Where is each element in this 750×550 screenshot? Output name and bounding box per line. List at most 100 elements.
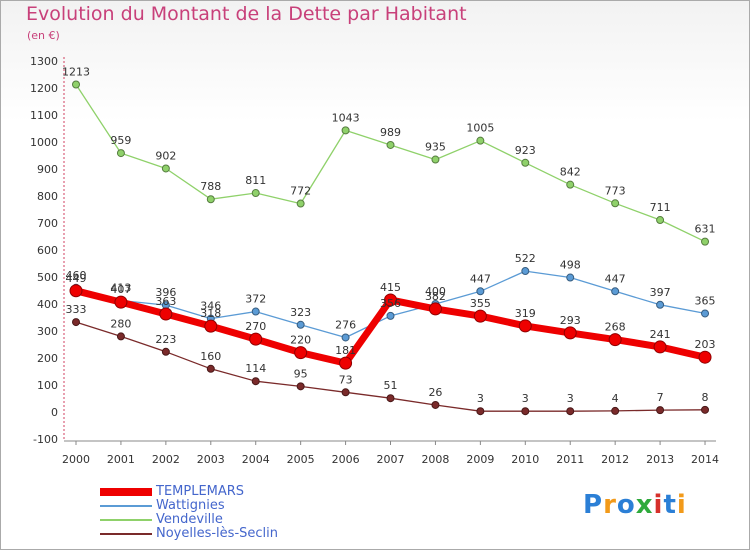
data-point-templemars bbox=[249, 332, 263, 346]
legend-swatch bbox=[100, 505, 152, 507]
data-point-templemars bbox=[653, 340, 667, 354]
series-templemars bbox=[69, 284, 712, 370]
x-tick-label: 2004 bbox=[242, 453, 270, 466]
data-point-vendeville bbox=[116, 149, 125, 158]
data-label-noyelles-l-s-seclin: 114 bbox=[245, 362, 266, 375]
data-label-wattignies: 498 bbox=[560, 259, 581, 272]
data-point-templemars bbox=[518, 319, 532, 333]
series-vendeville bbox=[72, 80, 710, 246]
logo-letter: x bbox=[635, 490, 654, 520]
data-label-templemars: 203 bbox=[695, 338, 716, 351]
data-label-noyelles-l-s-seclin: 333 bbox=[66, 303, 87, 316]
data-label-templemars: 270 bbox=[245, 320, 266, 333]
data-point-noyelles-l-s-seclin bbox=[431, 400, 440, 409]
data-point-noyelles-l-s-seclin bbox=[476, 407, 485, 416]
data-point-noyelles-l-s-seclin bbox=[386, 394, 395, 403]
data-point-noyelles-l-s-seclin bbox=[656, 406, 665, 415]
x-tick-label: 2001 bbox=[107, 453, 135, 466]
x-tick-label: 2003 bbox=[197, 453, 225, 466]
data-point-noyelles-l-s-seclin bbox=[566, 407, 575, 416]
data-point-vendeville bbox=[476, 136, 485, 145]
data-label-wattignies: 323 bbox=[290, 306, 311, 319]
data-label-noyelles-l-s-seclin: 51 bbox=[384, 379, 398, 392]
data-label-vendeville: 989 bbox=[380, 126, 401, 139]
data-point-wattignies bbox=[521, 267, 530, 276]
y-tick-label: 300 bbox=[37, 325, 58, 338]
data-point-vendeville bbox=[72, 80, 80, 89]
legend-item: Vendeville bbox=[100, 512, 330, 528]
data-point-vendeville bbox=[656, 216, 665, 225]
data-point-wattignies bbox=[656, 300, 665, 309]
data-label-wattignies: 346 bbox=[200, 300, 221, 313]
data-label-templemars: 407 bbox=[110, 283, 131, 296]
data-point-noyelles-l-s-seclin bbox=[206, 364, 215, 373]
data-label-vendeville: 788 bbox=[200, 180, 221, 193]
data-point-templemars bbox=[69, 284, 83, 298]
y-tick-label: 900 bbox=[37, 163, 58, 176]
data-label-noyelles-l-s-seclin: 26 bbox=[428, 386, 442, 399]
data-point-vendeville bbox=[251, 189, 260, 198]
data-label-noyelles-l-s-seclin: 223 bbox=[155, 333, 176, 346]
y-tick-label: 1200 bbox=[30, 82, 58, 95]
data-point-noyelles-l-s-seclin bbox=[701, 405, 710, 414]
data-point-wattignies bbox=[476, 287, 485, 296]
data-label-noyelles-l-s-seclin: 3 bbox=[477, 392, 484, 405]
data-label-templemars: 319 bbox=[515, 307, 536, 320]
legend-item: Noyelles-lès-Seclin bbox=[100, 526, 330, 542]
data-point-templemars bbox=[339, 356, 353, 370]
data-point-templemars bbox=[204, 319, 218, 333]
legend-swatch bbox=[100, 488, 152, 496]
data-label-wattignies: 276 bbox=[335, 318, 356, 331]
data-label-wattignies: 400 bbox=[425, 285, 446, 298]
data-label-templemars: 268 bbox=[605, 321, 626, 334]
x-tick-label: 2002 bbox=[152, 453, 180, 466]
data-label-noyelles-l-s-seclin: 7 bbox=[657, 391, 664, 404]
y-tick-label: 0 bbox=[51, 406, 58, 419]
y-tick-label: 200 bbox=[37, 352, 58, 365]
legend-swatch bbox=[100, 519, 152, 521]
series-noyelles-l-s-seclin bbox=[72, 318, 710, 416]
data-point-noyelles-l-s-seclin bbox=[161, 347, 170, 356]
data-point-vendeville bbox=[701, 237, 710, 246]
data-label-vendeville: 711 bbox=[650, 201, 671, 214]
data-label-wattignies: 365 bbox=[695, 294, 716, 307]
data-point-vendeville bbox=[431, 155, 440, 164]
data-label-noyelles-l-s-seclin: 8 bbox=[702, 391, 709, 404]
y-tick-label: 1100 bbox=[30, 109, 58, 122]
logo-letter: i bbox=[653, 490, 664, 520]
series-layer bbox=[69, 80, 712, 416]
data-label-vendeville: 1005 bbox=[466, 122, 494, 135]
y-tick-label: 100 bbox=[37, 379, 58, 392]
data-point-wattignies bbox=[701, 309, 710, 318]
x-tick-label: 2010 bbox=[511, 453, 539, 466]
data-label-vendeville: 772 bbox=[290, 185, 311, 198]
data-point-wattignies bbox=[251, 307, 260, 316]
data-label-wattignies: 372 bbox=[245, 293, 266, 306]
legend-label: Vendeville bbox=[156, 512, 223, 527]
data-label-noyelles-l-s-seclin: 95 bbox=[294, 367, 308, 380]
x-tick-label: 2005 bbox=[287, 453, 315, 466]
y-tick-label: 400 bbox=[37, 298, 58, 311]
data-point-wattignies bbox=[611, 287, 620, 296]
logo-letter: P bbox=[583, 490, 604, 520]
data-label-templemars: 415 bbox=[380, 281, 401, 294]
x-tick-label: 2007 bbox=[377, 453, 405, 466]
data-label-noyelles-l-s-seclin: 4 bbox=[612, 392, 619, 405]
data-point-templemars bbox=[563, 326, 577, 340]
data-label-wattignies: 522 bbox=[515, 252, 536, 265]
logo-letter: t bbox=[663, 490, 677, 520]
data-point-wattignies bbox=[296, 320, 305, 329]
legend-item: Wattignies bbox=[100, 498, 330, 514]
y-tick-label: 700 bbox=[37, 217, 58, 230]
x-tick-label: 2011 bbox=[556, 453, 584, 466]
data-label-vendeville: 842 bbox=[560, 166, 581, 179]
data-point-vendeville bbox=[206, 195, 215, 204]
data-label-vendeville: 923 bbox=[515, 144, 536, 157]
data-point-noyelles-l-s-seclin bbox=[251, 377, 260, 386]
data-label-templemars: 241 bbox=[650, 328, 671, 341]
y-tick-label: 600 bbox=[37, 244, 58, 257]
y-tick-label: 1000 bbox=[30, 136, 58, 149]
y-tick-label: -100 bbox=[33, 433, 58, 446]
data-point-vendeville bbox=[521, 158, 530, 167]
